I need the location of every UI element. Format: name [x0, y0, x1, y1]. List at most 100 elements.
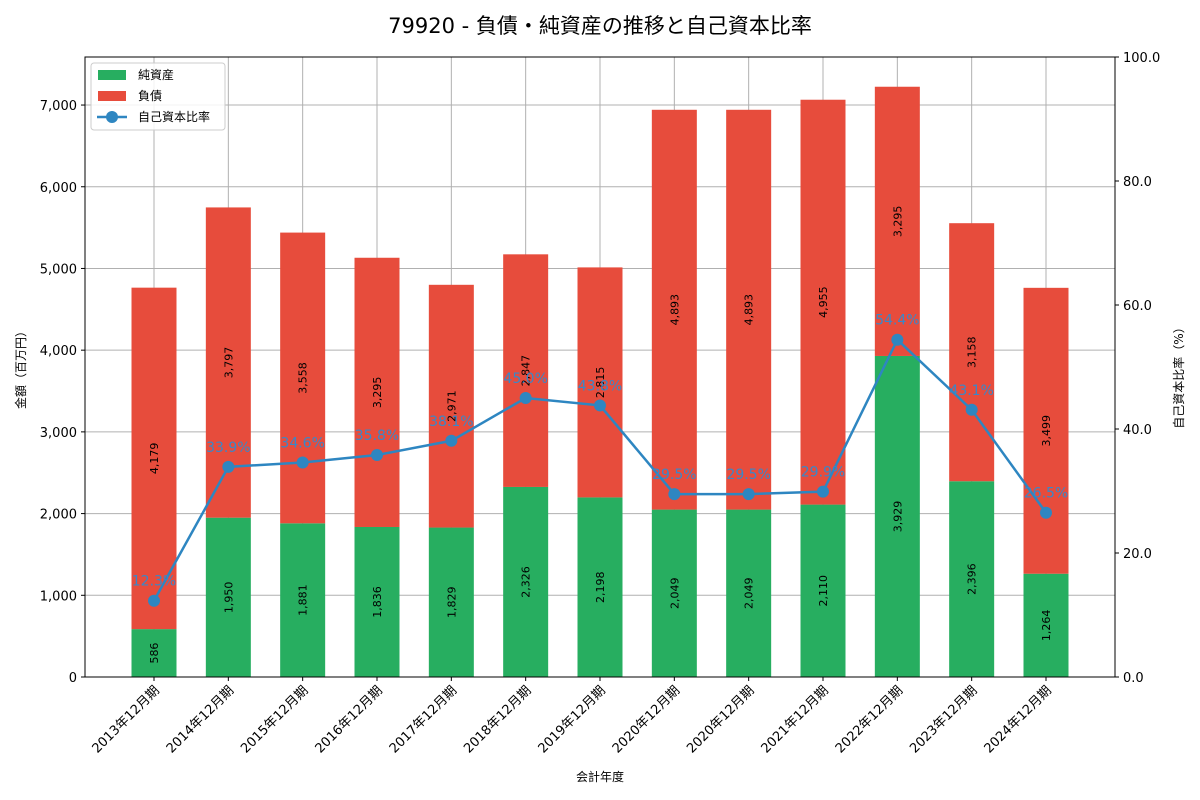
tick-label-category: 2024年12月期	[982, 683, 1055, 756]
ratio-marker	[668, 488, 681, 501]
tick-label-category: 2013年12月期	[90, 683, 163, 756]
bar-label-net-assets: 2,326	[520, 566, 533, 598]
bar-label-net-assets: 1,264	[1040, 610, 1053, 642]
tick-label-category: 2018年12月期	[461, 683, 534, 756]
bar-liabilities	[354, 257, 400, 527]
tick-label-left: 1,000	[40, 589, 77, 604]
tick-label-right: 60.0	[1123, 299, 1152, 314]
ratio-marker	[1040, 506, 1052, 519]
x-axis-label: 会計年度	[576, 769, 624, 784]
bar-label-net-assets: 2,396	[966, 563, 979, 595]
bar-label-liabilities: 3,499	[1040, 415, 1053, 447]
ratio-label: 29.9%	[801, 465, 845, 481]
legend-swatch	[98, 91, 126, 101]
tick-label-category: 2022年12月期	[833, 683, 906, 756]
bar-net-assets	[800, 504, 846, 677]
tick-label-category: 2021年12月期	[759, 683, 832, 756]
bar-label-liabilities: 2,847	[520, 355, 533, 387]
bar-label-net-assets: 2,198	[594, 571, 607, 603]
tick-label-category: 2017年12月期	[387, 683, 460, 756]
legend-label: 自己資本比率	[138, 109, 210, 124]
ratio-marker	[222, 460, 235, 473]
ratio-label: 29.5%	[652, 467, 696, 483]
tick-label-right: 100.0	[1123, 51, 1160, 66]
bar-label-liabilities: 3,295	[891, 206, 904, 238]
bar-liabilities	[577, 267, 623, 498]
bar-net-assets	[354, 526, 400, 677]
bar-liabilities	[726, 109, 772, 510]
bar-label-liabilities: 2,971	[445, 390, 458, 422]
bar-liabilities	[949, 223, 995, 482]
tick-label-right: 40.0	[1123, 423, 1152, 438]
bar-liabilities	[428, 284, 474, 528]
bar-label-net-assets: 586	[148, 643, 161, 664]
tick-label-category: 2014年12月期	[164, 683, 237, 756]
bar-net-assets	[503, 486, 549, 677]
tick-label-left: 0	[69, 671, 77, 686]
ratio-marker	[148, 594, 160, 607]
bar-label-liabilities: 4,893	[743, 294, 756, 326]
bar-liabilities	[1023, 287, 1069, 574]
legend-label: 負債	[138, 88, 162, 103]
legend-swatch	[98, 70, 126, 80]
ratio-label: 26.5%	[1024, 486, 1068, 502]
ratio-marker	[519, 392, 532, 404]
bar-label-liabilities: 4,955	[817, 286, 830, 318]
y-axis-left-label: 金額（百万円）	[13, 325, 28, 409]
tick-label-category: 2019年12月期	[536, 683, 609, 756]
ratio-marker	[965, 403, 978, 416]
tick-label-category: 2016年12月期	[313, 683, 386, 756]
ratio-marker	[296, 456, 309, 469]
tick-label-category: 2020年12月期	[684, 683, 757, 756]
ratio-label: 34.6%	[280, 435, 324, 451]
bar-net-assets	[1023, 573, 1069, 677]
bar-label-liabilities: 3,797	[222, 347, 235, 379]
ratio-label: 12.3%	[132, 574, 176, 590]
bar-label-net-assets: 2,049	[743, 578, 756, 610]
bar-label-liabilities: 2,815	[594, 367, 607, 399]
bar-label-liabilities: 3,158	[966, 336, 979, 368]
tick-label-category: 2015年12月期	[238, 683, 311, 756]
tick-label-right: 20.0	[1123, 547, 1152, 562]
bar-label-net-assets: 1,836	[371, 586, 384, 618]
ratio-label: 38.1%	[429, 414, 473, 430]
tick-label-left: 5,000	[40, 262, 77, 277]
bar-liabilities	[874, 86, 920, 356]
tick-label-right: 80.0	[1123, 175, 1152, 190]
bars: 586 4,179 1,950 3,797 1,881 3,558 1,836 3,295 1,…	[131, 86, 1069, 677]
legend-label: 純資産	[138, 67, 174, 82]
bar-liabilities	[651, 109, 697, 510]
bar-label-liabilities: 4,893	[668, 294, 681, 326]
bar-label-net-assets: 1,829	[445, 587, 458, 619]
ratio-label: 43.8%	[578, 378, 622, 394]
chart-title: 79920 - 負債・純資産の推移と自己資本比率	[388, 14, 812, 38]
bar-label-net-assets: 2,110	[817, 575, 830, 607]
bar-net-assets	[280, 523, 326, 677]
ratio-label: 33.9%	[206, 440, 250, 456]
y-axis-right-label: 自己資本比率（%）	[1171, 321, 1186, 428]
legend-marker	[106, 111, 118, 123]
bar-label-net-assets: 1,950	[222, 582, 235, 614]
tick-label-left: 7,000	[40, 99, 77, 114]
ratio-marker	[817, 485, 829, 498]
bar-label-liabilities: 3,558	[297, 362, 310, 394]
bar-label-net-assets: 2,049	[668, 578, 681, 610]
tick-label-left: 2,000	[40, 508, 77, 523]
bar-net-assets	[428, 527, 474, 677]
bar-net-assets	[949, 481, 995, 677]
ratio-label: 43.1%	[949, 383, 993, 399]
tick-label-left: 6,000	[40, 181, 77, 196]
bar-label-net-assets: 1,881	[297, 584, 310, 616]
bar-label-liabilities: 4,179	[148, 443, 161, 475]
bar-net-assets	[726, 509, 772, 677]
bar-net-assets	[651, 509, 697, 677]
ratio-marker	[891, 333, 904, 346]
bar-liabilities	[503, 254, 549, 487]
ratio-label: 35.8%	[355, 428, 399, 444]
ratio-marker	[742, 488, 755, 501]
bar-net-assets	[205, 517, 251, 677]
bar-net-assets	[874, 355, 920, 677]
ratio-marker	[594, 399, 606, 412]
